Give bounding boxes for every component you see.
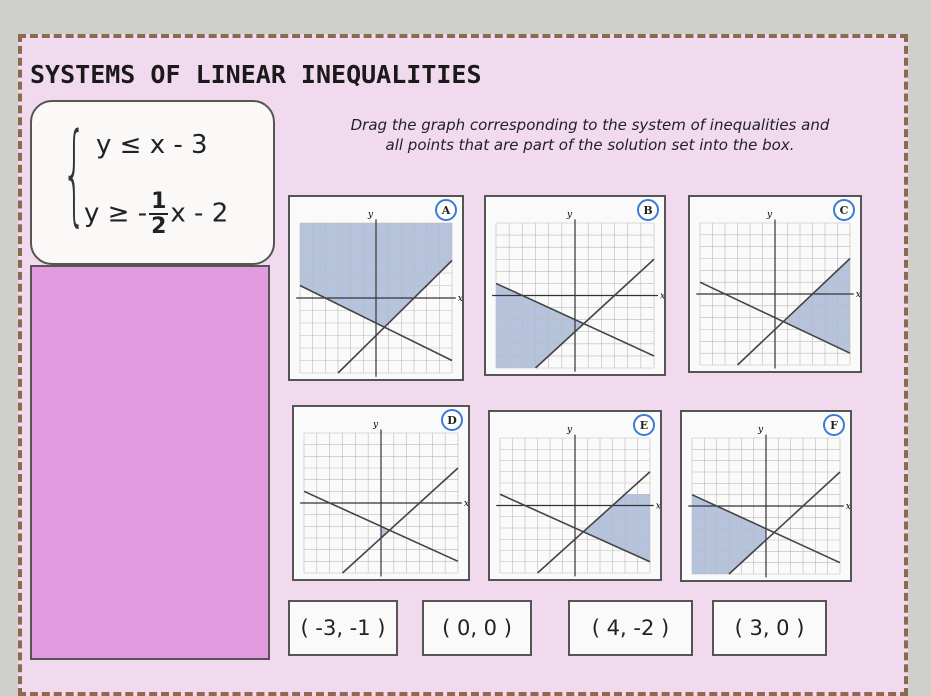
inequality-part: x - 2: [170, 198, 229, 229]
graph-card[interactable]: y x B: [484, 195, 666, 376]
graph-label: F: [830, 419, 838, 432]
axis-label: x: [464, 499, 468, 509]
axis-label: x: [656, 502, 660, 512]
inequality-part: y ≥ -: [84, 198, 148, 229]
label-badge: [823, 414, 845, 436]
brace: {: [62, 109, 87, 237]
numerator: 1: [149, 189, 169, 216]
label-badge: [435, 199, 457, 221]
boundary-line: [536, 471, 651, 574]
boundary-line: [337, 259, 453, 374]
label-badge: [833, 199, 855, 221]
boundary-line: [534, 258, 655, 369]
graph-card[interactable]: y x C: [688, 195, 862, 373]
boundary-line: [699, 281, 851, 354]
graph-label: E: [640, 419, 648, 432]
boundary-line: [299, 284, 453, 362]
axis-label: x: [660, 292, 664, 302]
boundary-line: [736, 257, 851, 366]
graph: y x F: [688, 414, 851, 578]
boundary-line: [341, 467, 459, 574]
graph-card[interactable]: y x D: [292, 405, 470, 581]
label-badge: [637, 199, 659, 221]
graph: y x C: [696, 199, 861, 369]
axis-label: x: [856, 290, 860, 300]
axis-label: x: [458, 294, 462, 304]
point-card[interactable]: ( 4, -2 ): [568, 600, 693, 656]
point-card[interactable]: ( 3, 0 ): [712, 600, 827, 656]
graph: y x D: [300, 409, 469, 577]
graph-card[interactable]: y x F: [680, 410, 852, 582]
inequality: y ≤ x - 3: [96, 130, 208, 160]
graph: y x B: [492, 199, 665, 372]
graph-label: D: [447, 414, 457, 427]
label-badge: [633, 414, 655, 436]
graph-label: A: [441, 204, 451, 217]
label-badge: [441, 409, 463, 431]
denominator: 2: [151, 214, 167, 240]
point-card[interactable]: ( -3, -1 ): [288, 600, 398, 656]
boundary-line: [499, 493, 651, 563]
system-box: [30, 100, 275, 265]
graph-label: B: [643, 204, 652, 217]
axis-label: y: [372, 420, 379, 430]
boundary-line: [303, 490, 459, 563]
axis-label: x: [846, 502, 850, 512]
axis-label: y: [757, 425, 764, 435]
axis-label: y: [566, 210, 573, 220]
graph-card[interactable]: y x E: [488, 410, 662, 581]
axis-label: y: [367, 210, 374, 220]
drop-box[interactable]: [30, 265, 270, 660]
boundary-line: [728, 471, 841, 575]
graph: y x E: [496, 414, 661, 577]
axis-label: y: [766, 210, 773, 220]
shaded-region: [496, 283, 584, 368]
graph: y x A: [296, 199, 463, 377]
boundary-line: [495, 282, 655, 357]
instructions: Drag the graph corresponding to the syst…: [350, 116, 830, 155]
graph-label: C: [840, 204, 849, 217]
title: SYSTEMS OF LINEAR INEQUALITIES: [30, 60, 482, 89]
point-card[interactable]: ( 0, 0 ): [422, 600, 532, 656]
axis-label: y: [566, 425, 573, 435]
boundary-line: [691, 493, 841, 564]
graph-card[interactable]: y x A: [288, 195, 464, 381]
